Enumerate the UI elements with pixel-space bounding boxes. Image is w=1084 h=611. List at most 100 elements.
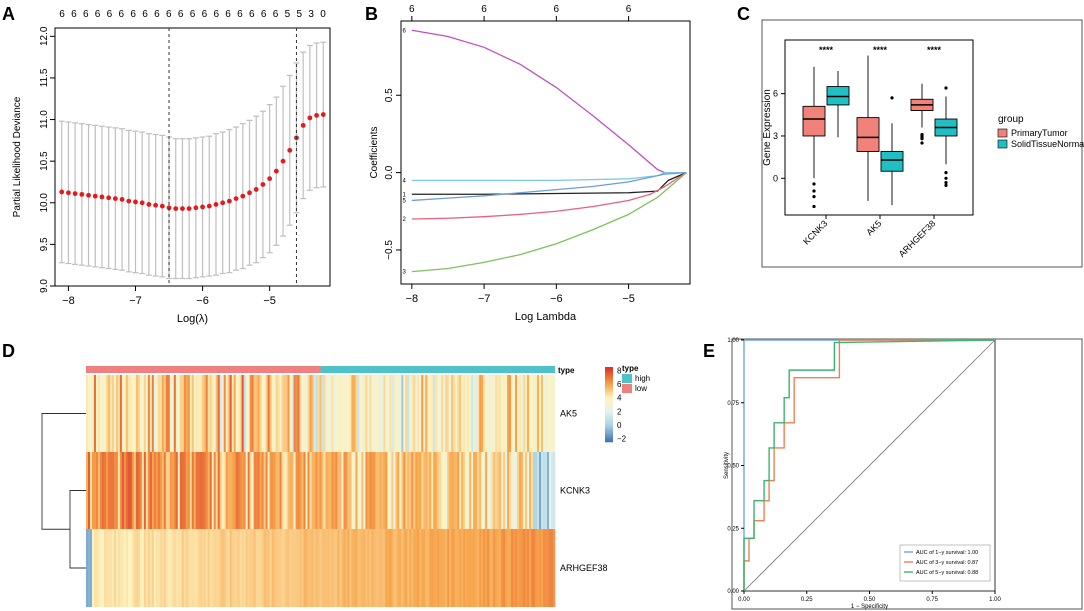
heatmap-cell bbox=[465, 375, 468, 452]
heatmap-cell bbox=[491, 529, 494, 607]
colorbar-segment bbox=[605, 415, 613, 418]
heatmap-cell bbox=[315, 529, 318, 607]
heatmap-cell bbox=[407, 529, 410, 607]
heatmap-cell bbox=[395, 529, 398, 607]
y-tick-label: 0.50 bbox=[727, 464, 739, 470]
coefficient-path bbox=[411, 172, 687, 195]
heatmap-cell bbox=[87, 452, 91, 529]
heatmap-cell bbox=[421, 375, 424, 452]
x-tick-label: KCNK3 bbox=[801, 218, 829, 246]
heatmap-cell bbox=[281, 375, 284, 452]
data-point bbox=[72, 191, 78, 197]
colorbar-segment bbox=[605, 382, 613, 385]
heatmap-cell bbox=[221, 375, 225, 452]
heatmap-cell bbox=[93, 452, 97, 529]
heatmap-cell bbox=[377, 529, 380, 607]
heatmap-cell bbox=[253, 452, 256, 529]
panel-label-c: C bbox=[737, 4, 750, 24]
heatmap-cell bbox=[397, 529, 400, 607]
heatmap-cell bbox=[223, 529, 227, 607]
heatmap-cell bbox=[285, 452, 288, 529]
heatmap-cell bbox=[253, 375, 256, 452]
heatmap-cell bbox=[343, 529, 346, 607]
heatmap-cell bbox=[321, 529, 324, 607]
heatmap-cell bbox=[237, 452, 240, 529]
heatmap-cell bbox=[97, 375, 101, 452]
heatmap-cell bbox=[215, 529, 219, 607]
heatmap-cell bbox=[493, 375, 496, 452]
heatmap-cell bbox=[489, 452, 492, 529]
heatmap-cell bbox=[447, 452, 450, 529]
top-count-label: 6 bbox=[554, 4, 560, 15]
heatmap-cell bbox=[299, 529, 302, 607]
heatmap-cell bbox=[355, 529, 358, 607]
heatmap-cell bbox=[113, 452, 117, 529]
heatmap-cell bbox=[431, 529, 434, 607]
heatmap-cell bbox=[145, 529, 149, 607]
top-count-label: 0 bbox=[320, 9, 326, 20]
heatmap-cell bbox=[443, 529, 446, 607]
heatmap-cell bbox=[251, 529, 254, 607]
heatmap-cell bbox=[293, 375, 296, 452]
heatmap-cell bbox=[349, 529, 352, 607]
heatmap-cell bbox=[159, 452, 163, 529]
heatmap-cell bbox=[213, 529, 217, 607]
heatmap-cell bbox=[341, 375, 344, 452]
legend-label: AUC of 5−y survival: 0.88 bbox=[916, 570, 978, 576]
heatmap-cell bbox=[455, 529, 458, 607]
heatmap-cell bbox=[131, 375, 135, 452]
heatmap-cell bbox=[333, 452, 336, 529]
heatmap-cell bbox=[401, 452, 404, 529]
heatmap-cell bbox=[541, 529, 544, 607]
heatmap-cell bbox=[225, 375, 228, 452]
y-tick-label: 6 bbox=[773, 89, 778, 99]
colorbar-segment bbox=[605, 428, 613, 432]
heatmap-cell bbox=[261, 529, 264, 607]
heatmap-cell bbox=[281, 529, 284, 607]
data-point bbox=[180, 206, 185, 212]
heatmap-cell bbox=[195, 452, 199, 529]
heatmap-cell bbox=[541, 375, 544, 452]
heatmap-cell bbox=[295, 452, 298, 529]
heatmap-cell bbox=[431, 375, 434, 452]
heatmap-cell bbox=[499, 529, 502, 607]
heatmap-cell bbox=[319, 452, 322, 529]
heatmap-cell bbox=[201, 452, 205, 529]
heatmap-cell bbox=[191, 529, 195, 607]
heatmap-cell bbox=[309, 529, 312, 607]
heatmap-cell bbox=[317, 452, 320, 529]
heatmap-cell bbox=[86, 375, 89, 452]
heatmap-cell bbox=[205, 452, 209, 529]
coefficient-path bbox=[411, 172, 687, 220]
heatmap-cell bbox=[475, 529, 478, 607]
heatmap-cell bbox=[119, 452, 123, 529]
heatmap-cell bbox=[419, 452, 422, 529]
heatmap-cell bbox=[355, 375, 358, 452]
y-tick-label: 11.5 bbox=[39, 68, 50, 87]
box-outlier bbox=[920, 137, 924, 141]
heatmap-cell bbox=[411, 452, 414, 529]
legend-swatch bbox=[997, 128, 1008, 138]
heatmap-cell bbox=[527, 452, 530, 529]
significance-mark: **** bbox=[819, 45, 834, 55]
x-tick-label: AK5 bbox=[864, 218, 883, 237]
top-count-label: 6 bbox=[107, 9, 113, 20]
heatmap-cell bbox=[287, 529, 290, 607]
box-outlier bbox=[920, 134, 924, 138]
heatmap-cell bbox=[415, 375, 418, 452]
heatmap-cell bbox=[459, 375, 462, 452]
path-label: 5 bbox=[402, 198, 406, 204]
heatmap-cell bbox=[217, 529, 221, 607]
heatmap-cell bbox=[359, 375, 362, 452]
heatmap-cell bbox=[129, 529, 133, 607]
heatmap-cell bbox=[105, 375, 109, 452]
heatmap-cell bbox=[409, 375, 412, 452]
heatmap-cell bbox=[403, 375, 406, 452]
heatmap-cell bbox=[135, 452, 139, 529]
heatmap-cell bbox=[445, 529, 448, 607]
heatmap-cell bbox=[365, 452, 368, 529]
heatmap-cell bbox=[173, 529, 177, 607]
heatmap-cell bbox=[295, 529, 298, 607]
top-count-label: 6 bbox=[190, 9, 196, 20]
heatmap-cell bbox=[197, 375, 201, 452]
